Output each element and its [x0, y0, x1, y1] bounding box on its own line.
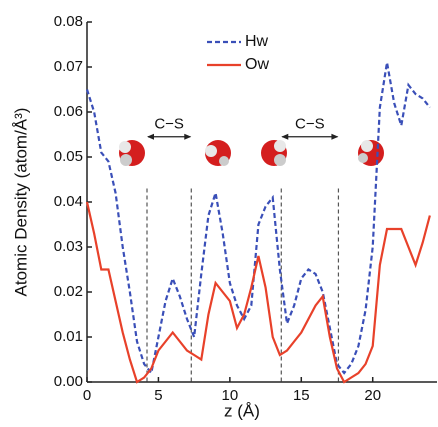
y-tick-label: 0.01	[54, 328, 83, 345]
span-label: C−S	[154, 116, 184, 133]
span-label: C−S	[295, 116, 325, 133]
molecules	[119, 140, 384, 166]
x-tick-label: 10	[222, 387, 239, 404]
y-tick-label: 0.06	[54, 103, 83, 120]
series-line	[85, 201, 431, 384]
y-tick-label: 0.07	[54, 58, 83, 75]
y-tick-label: 0.05	[54, 148, 83, 165]
y-tick-label: 0.02	[54, 283, 83, 300]
y-tick-label: 0.08	[54, 13, 83, 30]
legend-label: Hw	[245, 33, 269, 50]
y-tick-label: 0.00	[54, 373, 83, 390]
x-tick-label: 5	[154, 387, 162, 404]
y-axis-label: Atomic Density (atom/Å³)	[11, 108, 30, 297]
y-tick-label: 0.03	[54, 238, 83, 255]
y-tick-label: 0.04	[54, 193, 83, 210]
x-tick-label: 0	[83, 387, 91, 404]
series-line	[85, 62, 431, 376]
x-tick-label: 20	[364, 387, 381, 404]
x-axis-label: z (Å)	[224, 401, 260, 420]
legend-label: Ow	[245, 56, 269, 73]
x-tick-label: 15	[293, 387, 310, 404]
arrow-head	[281, 133, 339, 140]
